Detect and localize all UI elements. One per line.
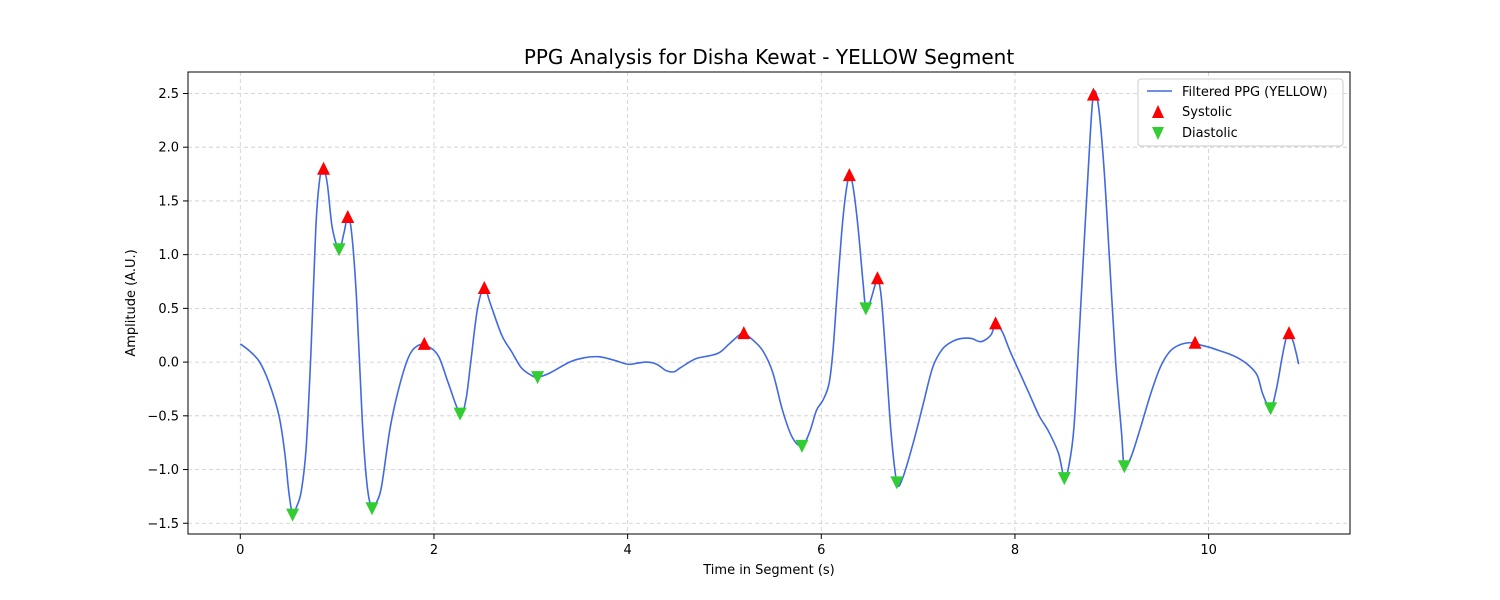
y-tick-label: 2.5 (158, 87, 179, 102)
diastolic-marker (531, 371, 545, 385)
systolic-marker (989, 316, 1003, 330)
systolic-marker (341, 210, 355, 224)
diastolic-marker (1117, 460, 1131, 474)
legend-diastolic-swatch (1152, 127, 1164, 140)
x-tick-label: 0 (236, 543, 244, 558)
systolic-marker (842, 168, 856, 182)
x-tick-label: 10 (1200, 543, 1217, 558)
diastolic-marker (365, 502, 379, 516)
legend: Filtered PPG (YELLOW) Systolic Diastolic (1137, 78, 1344, 147)
y-tick-label: 1.5 (158, 194, 179, 209)
legend-box (1137, 78, 1344, 147)
legend-label-diastolic: Diastolic (1182, 126, 1238, 141)
systolic-marker (1086, 87, 1100, 101)
systolic-marker (1282, 326, 1296, 340)
diastolic-marker (1264, 402, 1278, 416)
y-tick-label: 2.0 (158, 141, 179, 156)
legend-label-systolic: Systolic (1182, 105, 1232, 120)
diastolic-marker (1057, 472, 1071, 486)
diastolic-marker (890, 476, 904, 490)
x-tick-label: 8 (1011, 543, 1019, 558)
plot-frame (187, 71, 1351, 535)
y-tick-label: 1.0 (158, 248, 179, 263)
x-tick-label: 4 (623, 543, 631, 558)
x-axis-label: Time in Segment (s) (702, 563, 834, 578)
systolic-marker (1188, 335, 1202, 349)
diastolic-marker (453, 407, 467, 421)
systolic-marker (870, 271, 884, 285)
line-layer (239, 90, 1300, 517)
x-tick-label: 6 (817, 543, 825, 558)
diastolic-marker (286, 508, 300, 522)
y-axis-label: Amplitude (A.U.) (124, 249, 139, 356)
legend-label-filtered: Filtered PPG (YELLOW) (1182, 85, 1328, 100)
diastolic-marker (795, 439, 809, 453)
x-axis-ticks: 0 2 4 6 8 10 (236, 534, 1217, 558)
legend-systolic-swatch (1152, 105, 1164, 118)
chart-title: PPG Analysis for Disha Kewat - YELLOW Se… (524, 45, 1015, 69)
y-tick-label: −0.5 (147, 409, 179, 424)
systolic-marker (477, 280, 491, 294)
systolic-marker (417, 336, 431, 350)
diastolic-marker (332, 243, 346, 257)
systolic-marker (317, 161, 331, 175)
systolic-marker (737, 326, 751, 340)
diastolic-marker (859, 302, 873, 316)
x-tick-label: 2 (430, 543, 438, 558)
y-tick-label: −1.0 (147, 463, 179, 478)
ppg-series-line (239, 90, 1300, 517)
y-tick-label: 0.0 (158, 356, 179, 371)
marker-layer (286, 87, 1296, 522)
y-axis-ticks: −1.5 −1.0 −0.5 0.0 0.5 1.0 1.5 2.0 2.5 (147, 87, 188, 532)
y-tick-label: −1.5 (147, 517, 179, 532)
y-tick-label: 0.5 (158, 302, 179, 317)
